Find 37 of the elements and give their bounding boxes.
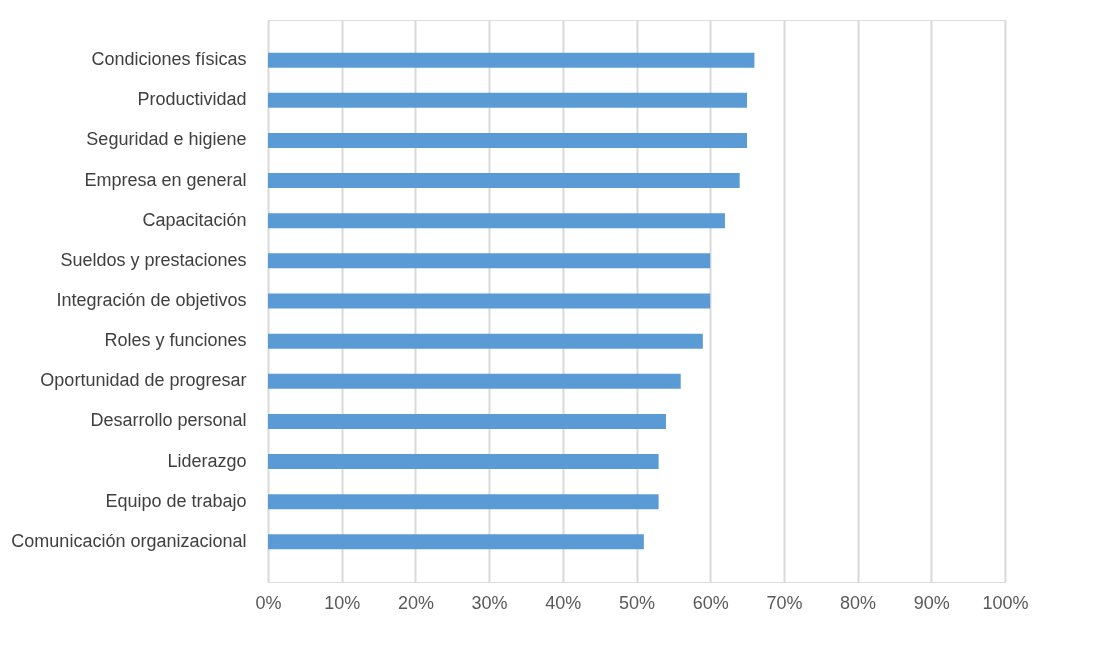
- y-tick-label: Capacitación: [142, 209, 247, 230]
- x-tick-label: 70%: [766, 592, 803, 613]
- y-tick-label: Condiciones físicas: [91, 49, 247, 70]
- bar: [268, 494, 659, 510]
- y-tick-label: Integración de objetivos: [56, 290, 247, 310]
- bar: [268, 132, 748, 148]
- bar: [268, 253, 711, 269]
- bar: [268, 293, 711, 309]
- bar: [268, 173, 740, 189]
- x-tick-label: 50%: [618, 592, 656, 613]
- x-tick-label: 90%: [913, 592, 950, 613]
- bar: [268, 454, 659, 470]
- y-tick-label: Sueldos y prestaciones: [60, 249, 247, 270]
- x-tick-label: 20%: [397, 592, 434, 613]
- y-tick-label: Comunicación organizacional: [11, 530, 247, 551]
- x-tick-label: 30%: [471, 592, 508, 613]
- bar: [268, 213, 725, 229]
- bar: [268, 413, 666, 429]
- bar: [268, 333, 703, 349]
- bar: [268, 52, 755, 68]
- y-tick-label: Roles y funciones: [104, 330, 247, 351]
- x-tick-label: 10%: [324, 592, 361, 613]
- bar: [268, 373, 681, 389]
- y-tick-label: Desarrollo personal: [90, 410, 247, 431]
- x-tick-label: 80%: [840, 592, 877, 613]
- y-tick-label: Oportunidad de progresar: [40, 370, 247, 391]
- x-tick-label: 0%: [255, 592, 282, 613]
- bar: [268, 534, 644, 550]
- bar: [268, 92, 748, 108]
- x-tick-label: 60%: [692, 592, 729, 613]
- x-tick-label: 40%: [545, 592, 582, 613]
- y-tick-label: Equipo de trabajo: [105, 490, 247, 511]
- y-tick-label: Seguridad e higiene: [86, 129, 247, 150]
- x-tick-label: 100%: [982, 592, 1029, 613]
- y-tick-label: Productividad: [137, 89, 247, 110]
- y-tick-label: Liderazgo: [167, 450, 247, 471]
- y-tick-label: Empresa en general: [84, 169, 247, 190]
